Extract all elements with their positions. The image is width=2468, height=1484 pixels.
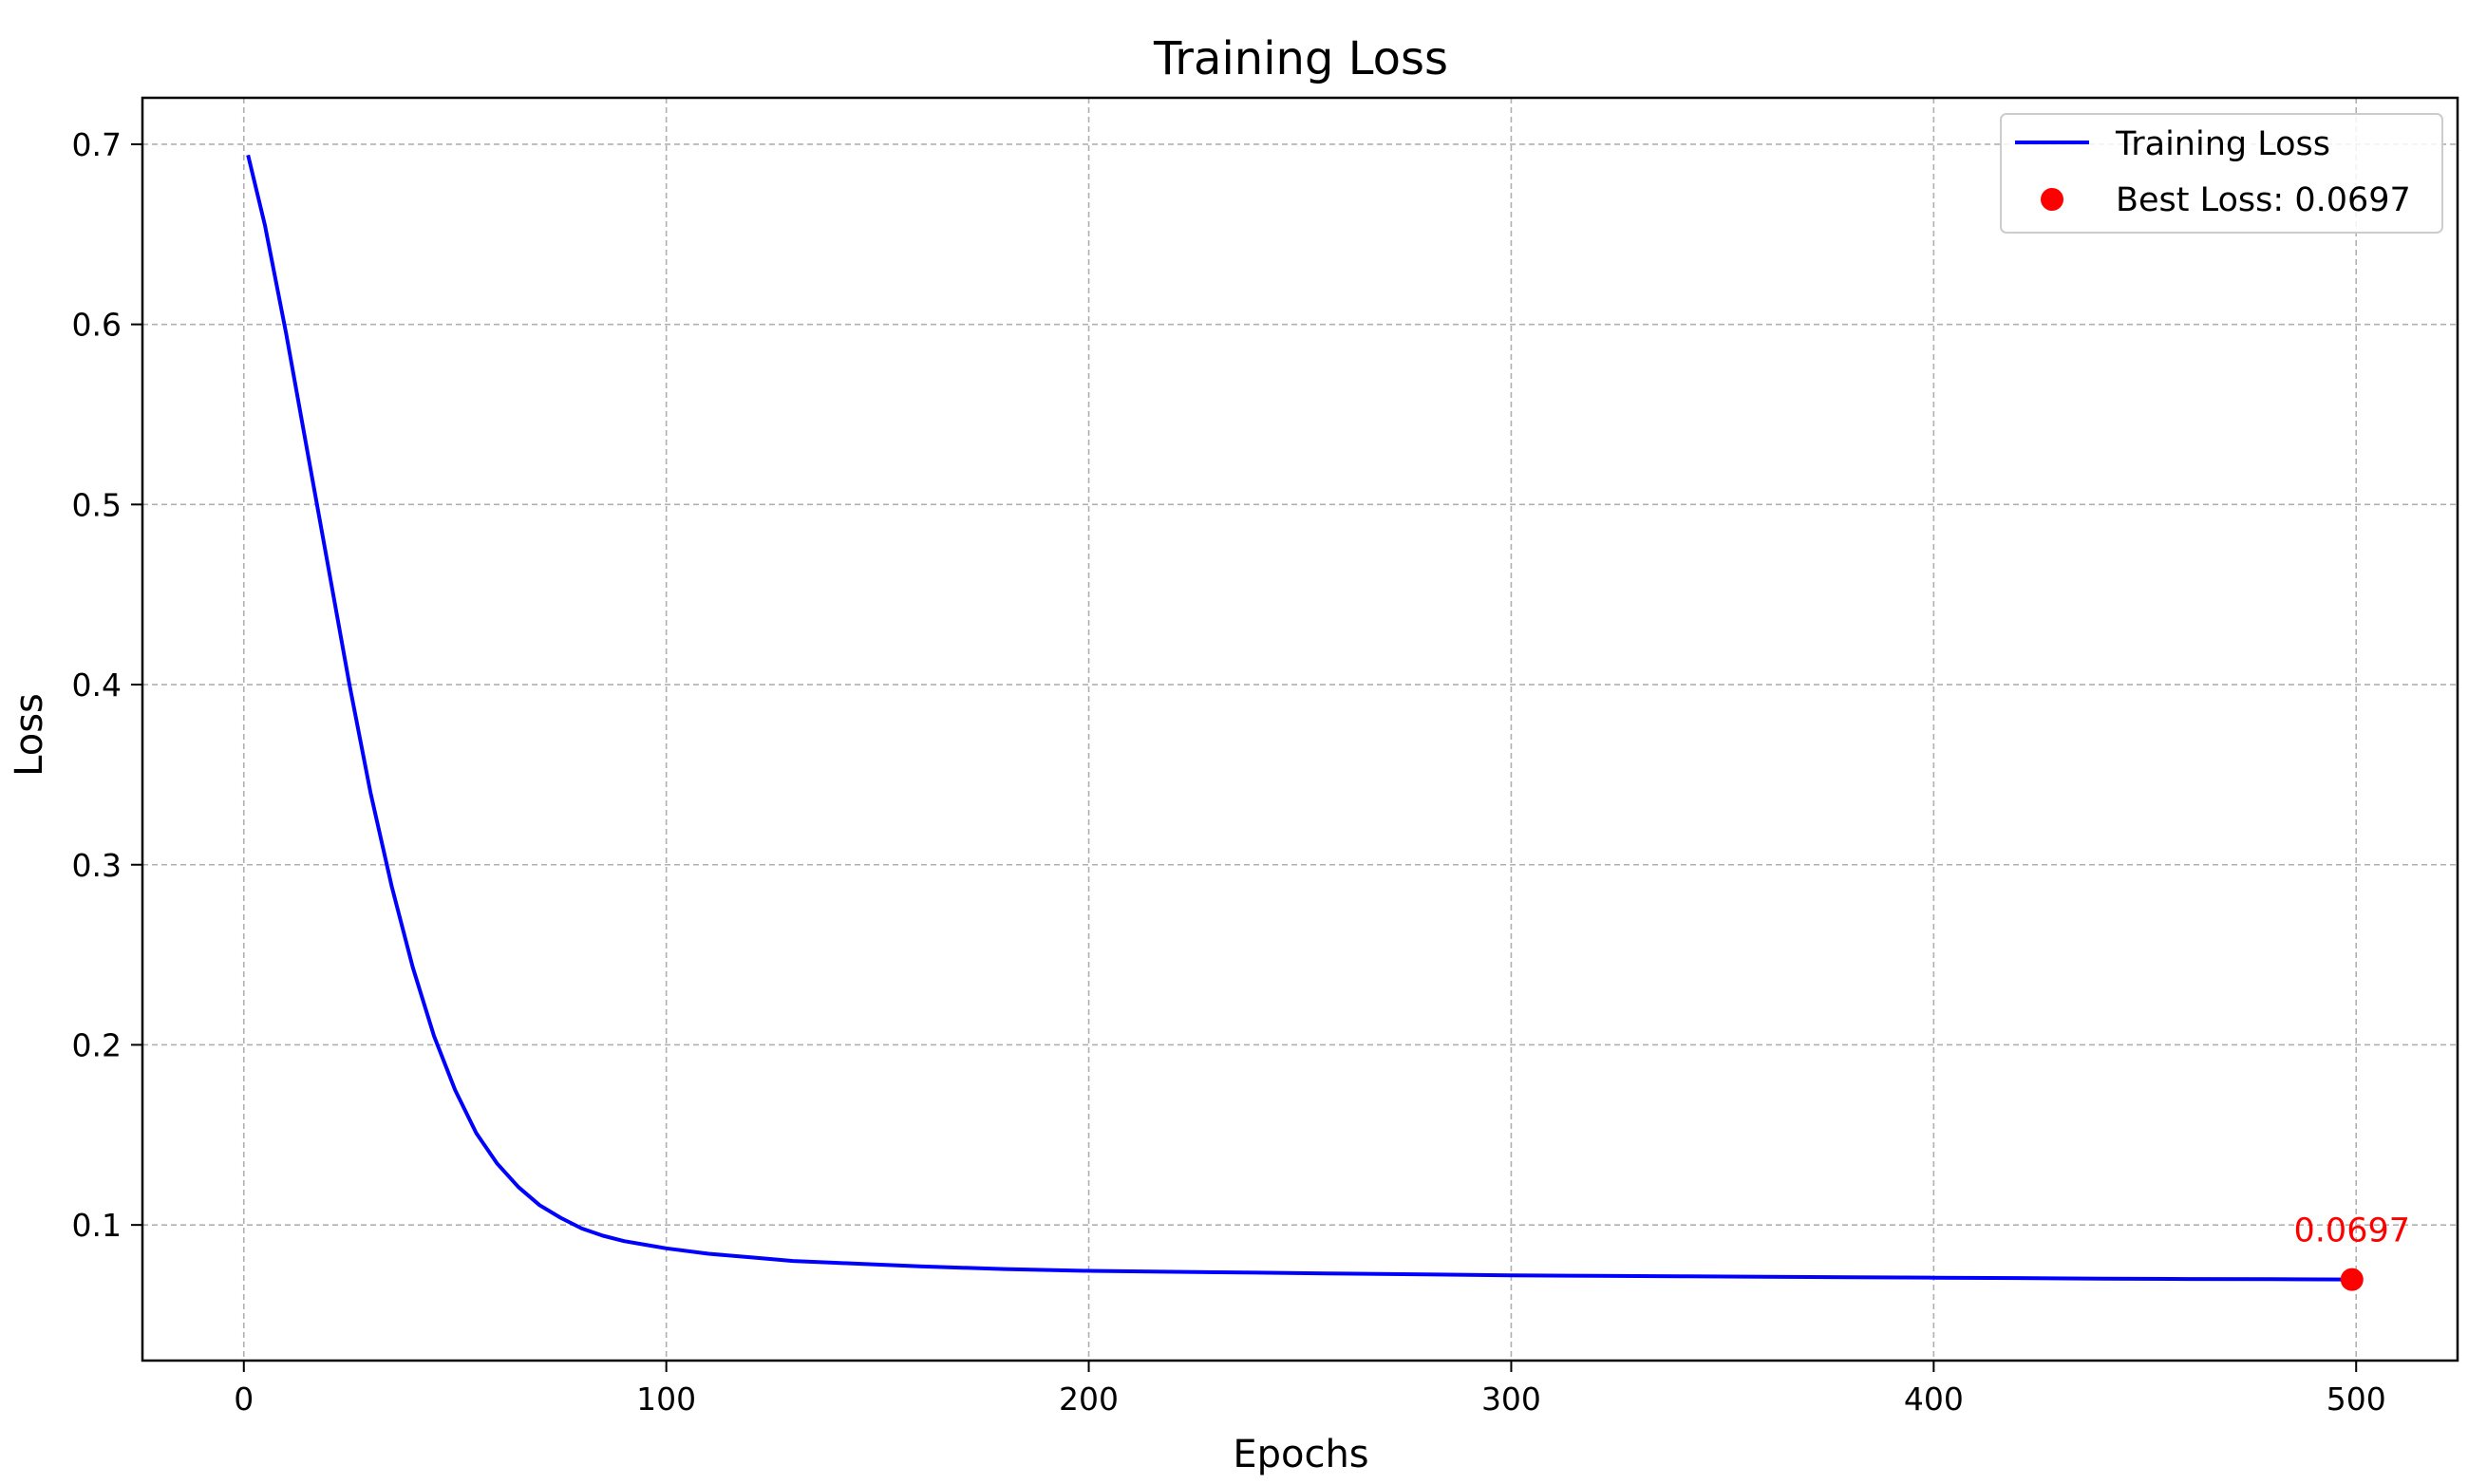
legend-marker-best-loss — [2041, 188, 2063, 211]
y-tick-label: 0.1 — [72, 1207, 122, 1244]
y-tick-label: 0.6 — [72, 307, 122, 344]
x-tick-label: 400 — [1904, 1381, 1964, 1418]
y-axis-title: Loss — [8, 693, 51, 777]
x-tick-label: 100 — [636, 1381, 696, 1418]
y-tick-label: 0.4 — [72, 667, 122, 704]
plot-series: 0.0697 — [246, 154, 2410, 1291]
legend: Training Loss Best Loss: 0.0697 — [2000, 113, 2443, 234]
x-tick-label: 200 — [1059, 1381, 1119, 1418]
axis-ticks: 0 100 200 300 400 500 0.1 0.2 0.3 0.4 0.5 0.6 0.7 — [72, 126, 2386, 1418]
y-tick-label: 0.2 — [72, 1026, 122, 1063]
x-tick-label: 500 — [2327, 1381, 2386, 1418]
x-tick-label: 300 — [1481, 1381, 1541, 1418]
x-axis-title: Epochs — [1233, 1433, 1368, 1476]
best-loss-annotation: 0.0697 — [2294, 1212, 2410, 1250]
training-loss-line — [246, 154, 2352, 1282]
chart-title: Training Loss — [1153, 32, 1448, 85]
legend-label-best-loss: Best Loss: 0.0697 — [2116, 181, 2411, 219]
x-tick-label: 0 — [234, 1381, 254, 1418]
axes-frame — [141, 96, 2459, 1362]
y-tick-label: 0.7 — [72, 126, 122, 163]
legend-label-training-loss: Training Loss — [2115, 125, 2330, 163]
y-tick-label: 0.3 — [72, 847, 122, 884]
y-tick-label: 0.5 — [72, 486, 122, 523]
legend-box — [2000, 113, 2443, 234]
best-loss-marker — [2340, 1268, 2364, 1291]
